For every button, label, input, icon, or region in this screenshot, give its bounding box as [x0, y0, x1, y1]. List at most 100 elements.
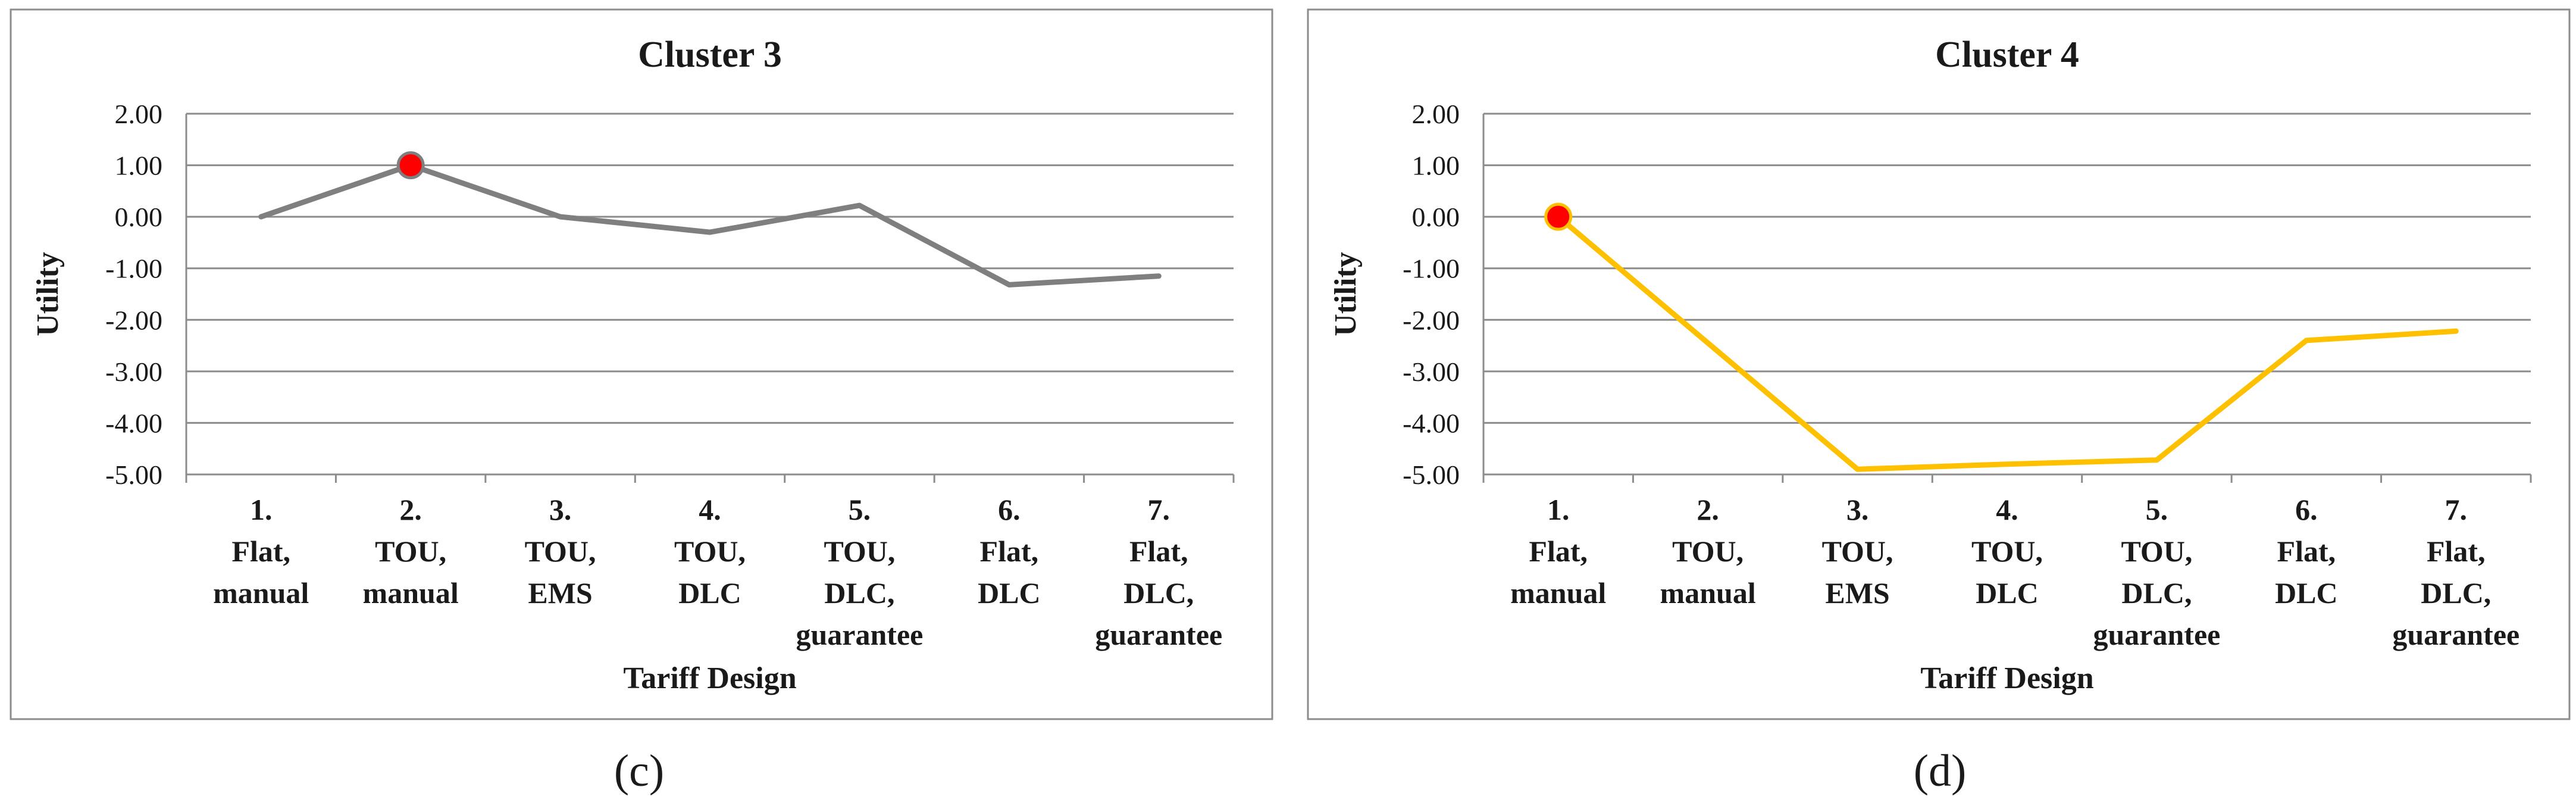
y-tick-label: -5.00	[105, 460, 162, 490]
series-line	[1555, 214, 2459, 472]
x-axis-categories: 1. Flat, manual 2. TOU, manual 3. TOU, EMS 4. TOU,…	[213, 493, 1222, 651]
y-tick-label: -5.00	[1403, 460, 1460, 490]
x-category-label: 3. TOU, EMS	[1822, 493, 1893, 610]
y-axis-title: Utility	[1329, 252, 1363, 336]
x-category-line: 2.	[399, 493, 422, 526]
x-category-line: 4.	[699, 493, 721, 526]
y-tick-label: -4.00	[105, 408, 162, 438]
x-category-line: manual	[363, 576, 459, 610]
x-category-label: 5. TOU, DLC, guarantee	[796, 493, 924, 651]
y-axis-title: Utility	[31, 252, 65, 336]
x-category-line: 3.	[549, 493, 572, 526]
y-tick-label: -3.00	[1403, 357, 1460, 387]
x-category-label: 4. TOU, DLC	[674, 493, 746, 610]
x-category-label: 5. TOU, DLC, guarantee	[2093, 493, 2221, 651]
chart-panel-cluster-3: Cluster 3 2.00 1.00 0.00 -1.00 -2.00 -3.00 -4.…	[10, 8, 1273, 796]
x-category-line: Flat,	[1129, 535, 1188, 568]
x-category-label: 2. TOU, manual	[1660, 493, 1756, 610]
x-category-line: Flat,	[231, 535, 290, 568]
y-tick-label: 2.00	[115, 99, 163, 129]
x-category-label: 1. Flat, manual	[213, 493, 309, 610]
y-axis-ticks: 2.00 1.00 0.00 -1.00 -2.00 -3.00 -4.00 -5.00	[1403, 99, 1460, 490]
x-category-line: manual	[213, 576, 309, 610]
chart-title: Cluster 4	[1935, 35, 2079, 75]
highlighted-data-point	[1544, 202, 1573, 231]
x-category-line: DLC	[1976, 576, 2039, 610]
x-axis-categories: 1. Flat, manual 2. TOU, manual 3. TOU, EMS 4. TOU,…	[1510, 493, 2519, 651]
x-category-line: TOU,	[1971, 535, 2043, 568]
x-category-line: EMS	[528, 576, 592, 610]
y-tick-label: 0.00	[115, 202, 163, 232]
x-category-label: 4. TOU, DLC	[1971, 493, 2043, 610]
x-category-line: 6.	[2295, 493, 2318, 526]
x-category-line: DLC,	[2421, 576, 2491, 610]
x-category-line: DLC,	[824, 576, 894, 610]
x-category-label: 1. Flat, manual	[1510, 493, 1606, 610]
x-category-label: 6. Flat, DLC	[978, 493, 1041, 610]
x-axis-title: Tariff Design	[1920, 661, 2093, 695]
data-point	[859, 205, 860, 206]
x-category-line: guarantee	[2093, 618, 2221, 651]
y-tick-label: -2.00	[105, 305, 162, 335]
x-category-line: TOU,	[1822, 535, 1893, 568]
x-category-line: TOU,	[674, 535, 746, 568]
highlighted-data-point	[396, 151, 425, 180]
y-tick-label: 0.00	[1412, 202, 1460, 232]
x-category-line: 1.	[250, 493, 273, 526]
x-category-line: DLC	[2275, 576, 2338, 610]
x-category-line: 4.	[1996, 493, 2018, 526]
x-category-line: 7.	[1148, 493, 1170, 526]
y-tick-label: 2.00	[1412, 99, 1460, 129]
x-category-line: manual	[1510, 576, 1606, 610]
x-category-line: DLC	[678, 576, 741, 610]
x-category-line: manual	[1660, 576, 1756, 610]
x-category-line: DLC,	[1123, 576, 1194, 610]
x-category-label: 2. TOU, manual	[363, 493, 459, 610]
x-category-line: DLC,	[2121, 576, 2192, 610]
chart-frame	[10, 8, 1273, 720]
y-tick-label: -3.00	[105, 357, 162, 387]
chart-title: Cluster 3	[638, 35, 782, 75]
x-category-line: 5.	[849, 493, 871, 526]
x-category-line: EMS	[1825, 576, 1889, 610]
x-category-line: TOU,	[824, 535, 895, 568]
x-axis-title: Tariff Design	[623, 661, 796, 695]
gridlines	[185, 113, 1235, 483]
chart-frame	[1307, 8, 2571, 720]
panel-label: (d)	[1914, 746, 1967, 796]
x-category-line: TOU,	[1672, 535, 1744, 568]
x-category-line: 6.	[998, 493, 1021, 526]
gridlines	[1482, 113, 2532, 483]
x-category-label: 7. Flat, DLC, guarantee	[2392, 493, 2519, 651]
x-category-line: 7.	[2445, 493, 2468, 526]
x-category-line: 5.	[2146, 493, 2168, 526]
x-category-line: Flat,	[980, 535, 1039, 568]
y-tick-label: -1.00	[1403, 254, 1460, 284]
y-tick-label: -1.00	[105, 254, 162, 284]
data-point	[1857, 468, 1858, 470]
series-group	[1544, 202, 2459, 472]
x-category-line: Flat,	[2427, 535, 2486, 568]
y-tick-label: 1.00	[115, 151, 163, 181]
x-category-line: TOU,	[525, 535, 596, 568]
x-category-line: guarantee	[1095, 618, 1222, 651]
x-category-line: 3.	[1846, 493, 1869, 526]
chart-panel-cluster-4: Cluster 4 2.00 1.00 0.00 -1.00 -2.00 -3.00 -4.…	[1307, 8, 2571, 796]
y-axis-ticks: 2.00 1.00 0.00 -1.00 -2.00 -3.00 -4.00 -5.00	[105, 99, 162, 490]
x-category-line: TOU,	[2121, 535, 2192, 568]
x-category-line: guarantee	[796, 618, 924, 651]
y-tick-label: 1.00	[1412, 151, 1460, 181]
x-category-line: Flat,	[1529, 535, 1588, 568]
x-category-label: 3. TOU, EMS	[525, 493, 596, 610]
series-group	[258, 151, 1162, 288]
x-category-line: TOU,	[375, 535, 446, 568]
x-category-line: Flat,	[2277, 535, 2336, 568]
x-category-label: 7. Flat, DLC, guarantee	[1095, 493, 1222, 651]
y-tick-label: -4.00	[1403, 408, 1460, 438]
panel-label: (c)	[614, 746, 664, 796]
x-category-line: guarantee	[2392, 618, 2519, 651]
x-category-line: 2.	[1697, 493, 1719, 526]
x-category-label: 6. Flat, DLC	[2275, 493, 2338, 610]
